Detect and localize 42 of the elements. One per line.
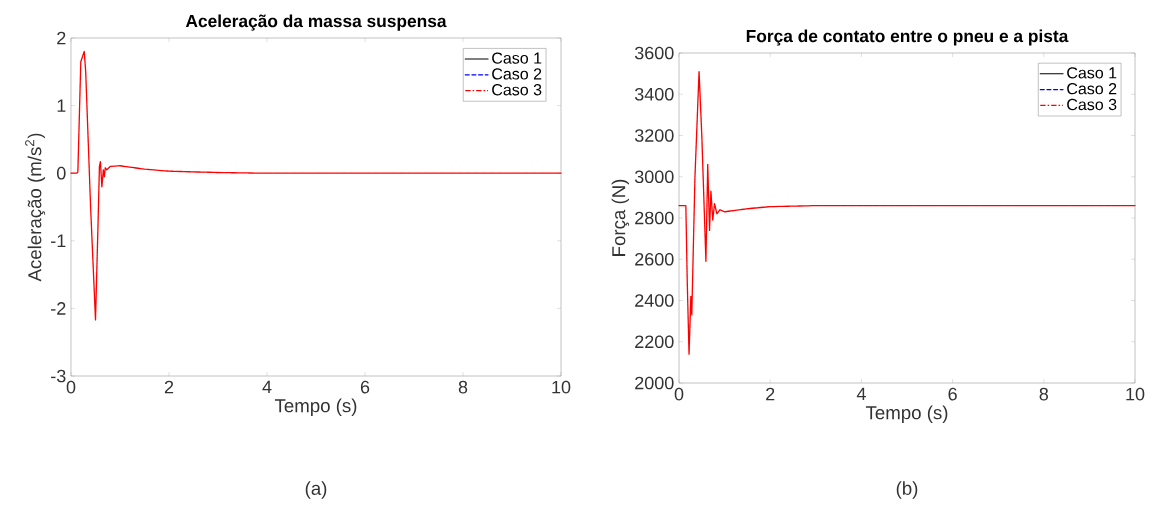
legend-label: Caso 3 <box>492 84 542 96</box>
y-tick-label: 2000 <box>635 376 674 390</box>
y-tick-label: 2200 <box>635 335 674 349</box>
x-tick-label: 0 <box>66 380 76 394</box>
chart-title: Força de contato entre o pneu e a pista <box>746 29 1069 46</box>
y-tick-label: 3400 <box>634 87 674 101</box>
y-tick-label: 3200 <box>634 129 674 142</box>
x-tick-label: 10 <box>1126 387 1145 401</box>
y-tick-label: 3000 <box>634 170 674 184</box>
x-tick-label: 8 <box>1039 387 1049 401</box>
legend-label: Caso 3 <box>1067 98 1117 111</box>
y-tick-label: 3600 <box>634 46 674 60</box>
x-tick-label: 6 <box>360 380 370 394</box>
legend-label: Caso 2 <box>1067 83 1117 95</box>
y-tick-label: 2600 <box>635 252 674 266</box>
y-tick-label: -1 <box>51 234 66 247</box>
y-tick-label: 1 <box>57 99 66 112</box>
y-tick-label: -2 <box>51 302 66 315</box>
x-tick-label: 8 <box>458 380 468 394</box>
y-tick-label: -3 <box>51 369 66 383</box>
legend-label: Caso 2 <box>492 68 542 80</box>
y-tick-label: 0 <box>56 166 66 180</box>
x-tick-label: 4 <box>856 387 866 401</box>
line-series <box>70 50 562 321</box>
legend-label: Caso 1 <box>492 52 542 64</box>
x-tick-label: 2 <box>766 387 775 401</box>
y-axis-title: Aceleração (m/s$^{2}$) <box>25 133 46 282</box>
text: (b) <box>896 481 918 499</box>
x-axis-title: Tempo (s) <box>274 398 357 417</box>
x-tick-label: 6 <box>948 387 957 401</box>
x-tick-label: 10 <box>552 380 571 394</box>
y-tick-label: 2400 <box>635 294 674 307</box>
text: (a) <box>305 481 327 499</box>
y-axis-title: Força (N) <box>611 179 630 256</box>
x-tick-label: 2 <box>164 380 174 394</box>
chart-title: Aceleração da massa suspensa <box>185 14 447 31</box>
y-tick-label: 2 <box>57 31 66 45</box>
y-tick-label: 2800 <box>635 211 674 225</box>
x-tick-label: 4 <box>262 380 272 394</box>
x-axis-title: Tempo (s) <box>865 405 948 423</box>
x-tick-label: 0 <box>674 387 684 401</box>
legend-label: Caso 1 <box>1067 67 1117 79</box>
